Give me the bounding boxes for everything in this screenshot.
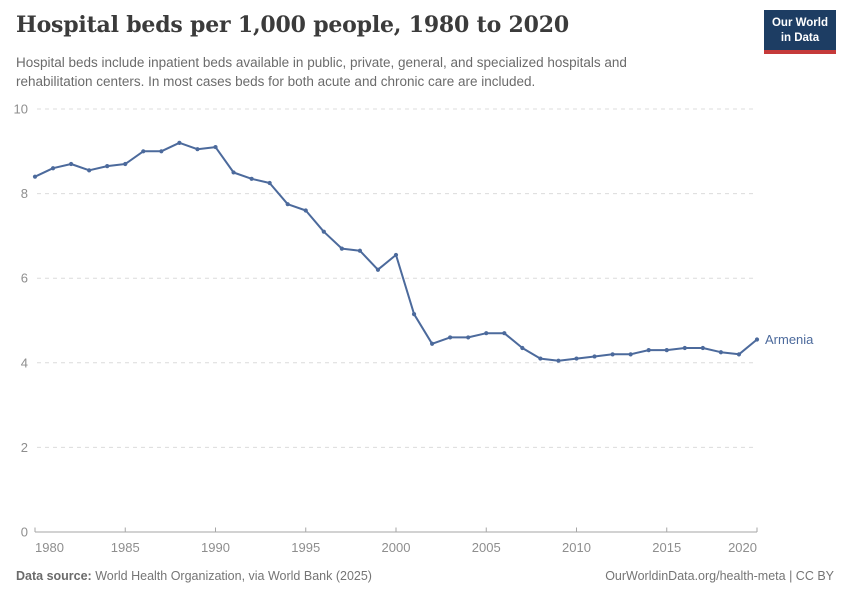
data-source-value: World Health Organization, via World Ban… [91, 569, 372, 583]
data-point-marker [177, 140, 182, 145]
x-axis-tick-label: 1985 [111, 540, 140, 555]
data-point-marker [502, 331, 507, 336]
data-point-marker [321, 229, 326, 234]
data-point-marker [736, 352, 742, 357]
data-point-marker [682, 345, 687, 351]
data-point-marker [69, 161, 74, 167]
data-point-marker [231, 170, 236, 175]
data-point-marker [448, 335, 453, 340]
x-axis-tick-label: 2015 [652, 540, 681, 555]
data-point-marker [141, 149, 146, 154]
y-axis-tick-label: 0 [21, 525, 28, 540]
x-axis-tick-label: 1980 [35, 540, 64, 555]
data-point-marker [628, 352, 633, 357]
data-point-marker [718, 350, 724, 355]
data-point-marker [50, 166, 56, 171]
x-axis-tick-label: 2020 [728, 540, 757, 555]
owid-logo-line2: in Data [780, 31, 820, 44]
data-point-marker [592, 354, 597, 359]
x-axis-tick-label: 2005 [472, 540, 501, 555]
chart-subtitle: Hospital beds include inpatient beds ava… [16, 55, 627, 90]
data-point-marker [105, 164, 110, 169]
y-axis-tick-label: 4 [21, 355, 28, 370]
owid-logo-line1: Our World [771, 17, 828, 29]
data-point-marker [520, 345, 525, 351]
y-axis-tick-label: 8 [21, 186, 28, 201]
license-note: OurWorldinData.org/health-meta | CC BY [605, 569, 834, 583]
data-point-marker [195, 147, 200, 152]
y-axis-tick-label: 2 [21, 440, 28, 455]
data-point-marker [303, 208, 308, 213]
data-point-marker [267, 180, 272, 186]
data-point-marker [249, 176, 254, 181]
data-point-marker [484, 331, 489, 336]
chart-title: Hospital beds per 1,000 people, 1980 to … [16, 12, 569, 38]
data-point-marker [538, 356, 543, 361]
x-axis-tick-label: 1990 [201, 540, 230, 555]
data-source-label: Data source: [16, 569, 92, 583]
trend-line-armenia [34, 141, 758, 362]
chart-footer: Data source: World Health Organization, … [16, 569, 834, 583]
data-point-marker [213, 144, 218, 150]
data-point-marker [357, 248, 362, 253]
data-point-marker [664, 348, 669, 353]
y-axis-tick-label: 10 [14, 102, 28, 117]
y-axis-tick-label: 6 [21, 271, 28, 286]
data-point-marker [285, 202, 290, 207]
data-point-marker [393, 252, 399, 258]
owid-logo: Our World in Data [763, 10, 836, 54]
data-point-marker [700, 345, 705, 351]
data-point-marker [123, 161, 128, 167]
x-axis-tick-label: 2000 [382, 540, 411, 555]
data-point-marker [754, 337, 760, 342]
data-point-marker [411, 312, 417, 317]
x-axis-tick-label: 1995 [291, 540, 320, 555]
data-point-marker [574, 356, 579, 361]
data-point-marker [430, 341, 435, 346]
data-point-marker [646, 348, 651, 353]
data-point-marker [556, 358, 561, 363]
data-point-marker [466, 335, 471, 340]
data-point-marker [339, 246, 344, 251]
data-point-marker [610, 352, 615, 357]
data-source: Data source: World Health Organization, … [16, 569, 372, 583]
data-point-marker [87, 168, 92, 173]
entity-label-armenia: Armenia [765, 332, 814, 347]
data-point-marker [375, 267, 381, 272]
data-point-marker [159, 149, 164, 154]
data-point-marker [32, 174, 38, 179]
x-axis-tick-label: 2010 [562, 540, 591, 555]
